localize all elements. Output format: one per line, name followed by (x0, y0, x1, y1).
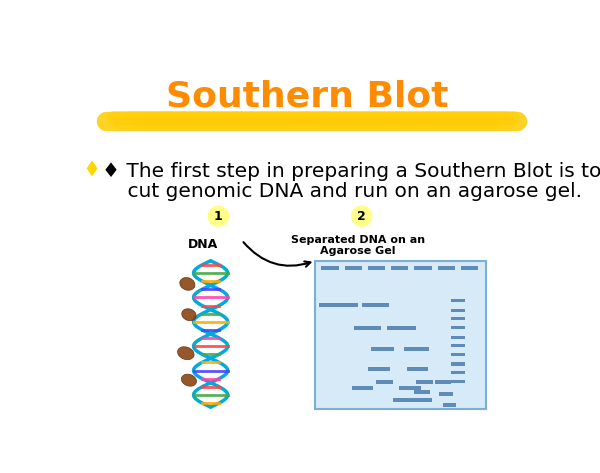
Bar (416, 380, 433, 384)
Ellipse shape (178, 347, 194, 359)
Bar (352, 386, 373, 390)
Text: Separated DNA on an: Separated DNA on an (291, 236, 425, 245)
Circle shape (352, 206, 372, 226)
Bar (362, 303, 389, 307)
Text: Agarose Gel: Agarose Gel (320, 246, 395, 256)
Text: cut genomic DNA and run on an agarose gel.: cut genomic DNA and run on an agarose ge… (102, 182, 582, 201)
Circle shape (208, 206, 229, 226)
Text: Southern Blot: Southern Blot (166, 80, 449, 114)
Bar (319, 303, 358, 307)
Bar (436, 380, 451, 384)
Polygon shape (88, 161, 97, 175)
Bar (451, 371, 465, 374)
Bar (371, 347, 394, 351)
Ellipse shape (180, 278, 195, 290)
Bar (404, 347, 429, 351)
Text: 2: 2 (358, 210, 366, 223)
Bar (443, 403, 455, 407)
Text: ♦ The first step in preparing a Southern Blot is to: ♦ The first step in preparing a Southern… (102, 162, 600, 181)
Bar (354, 326, 381, 330)
Bar (386, 326, 416, 330)
Bar (451, 317, 465, 320)
Bar (439, 392, 453, 395)
Bar (393, 398, 431, 402)
Bar (415, 266, 431, 270)
Bar (415, 390, 430, 394)
Bar (315, 261, 486, 410)
Bar (399, 386, 421, 390)
Bar (391, 266, 408, 270)
Bar (322, 266, 338, 270)
Bar (407, 367, 428, 371)
Ellipse shape (182, 309, 196, 321)
Text: DNA: DNA (188, 238, 218, 251)
Bar (451, 299, 465, 302)
Ellipse shape (181, 374, 196, 386)
Bar (344, 266, 362, 270)
Bar (451, 335, 465, 339)
Bar (438, 266, 455, 270)
Text: 1: 1 (214, 210, 223, 223)
Bar (451, 326, 465, 329)
Bar (451, 344, 465, 347)
Bar (451, 353, 465, 356)
Bar (461, 266, 478, 270)
Bar (368, 367, 389, 371)
Bar (376, 380, 393, 384)
Bar (451, 308, 465, 312)
Bar (451, 362, 465, 366)
Bar (451, 380, 465, 383)
Bar (368, 266, 385, 270)
